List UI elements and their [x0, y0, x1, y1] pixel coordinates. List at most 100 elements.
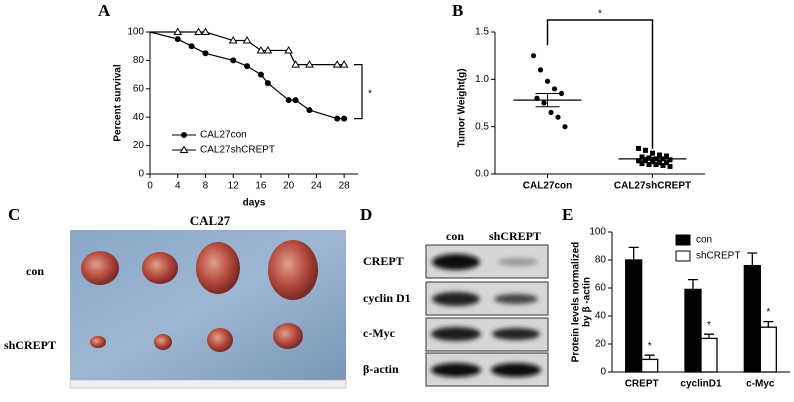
marker: [173, 27, 183, 35]
band: [492, 328, 540, 340]
marker: [174, 36, 181, 43]
point: [530, 53, 537, 59]
error-bar: [628, 246, 639, 260]
marker: [332, 60, 342, 68]
panel-d: D con shCREPT CREPT cyclin D1 c-Myc β-ac…: [360, 205, 549, 387]
x-tick-label: 8: [203, 181, 209, 192]
panel-letter: A: [98, 1, 111, 20]
error-bar: [644, 354, 655, 360]
y-tick-label: 1.0: [475, 74, 489, 85]
x-tick-label: CREPT: [625, 379, 659, 390]
y-tick-label: 1.5: [475, 27, 489, 38]
band: [498, 258, 538, 266]
y-tick-label: 0: [138, 169, 144, 180]
point: [667, 163, 673, 169]
legend-label: CAL27shCREPT: [200, 145, 275, 156]
row-label: β-actin: [363, 362, 399, 376]
y-tick-label: 60: [595, 283, 607, 294]
error-bar: [704, 333, 714, 339]
point: [667, 157, 673, 163]
tumor: [268, 240, 318, 300]
bracket: [546, 19, 654, 149]
marker: [201, 27, 210, 35]
y-tick-label: 80: [595, 255, 607, 266]
error-bar: [535, 93, 560, 108]
band: [494, 294, 538, 304]
point: [650, 150, 655, 156]
marker: [230, 57, 237, 64]
marker: [334, 115, 341, 122]
legend-swatch: [675, 250, 691, 262]
x-tick-label: CAL27con: [523, 181, 572, 192]
marker: [339, 60, 349, 68]
legend-marker: [179, 145, 189, 153]
point: [551, 86, 558, 92]
x-tick-label: 0: [147, 181, 153, 192]
annotation: *: [707, 320, 711, 331]
band: [431, 327, 481, 341]
legend-label: CAL27con: [200, 130, 247, 141]
point: [636, 145, 641, 151]
tumor: [142, 252, 178, 284]
panel-c: C CAL27 con shCREPT: [4, 205, 347, 389]
y-axis-label: Protein levels normalized: [571, 242, 582, 363]
y-tick-label: 40: [133, 112, 145, 123]
legend-marker: [181, 132, 187, 138]
bar: [625, 259, 643, 373]
point: [664, 160, 669, 166]
y-tick-label: 0.0: [475, 169, 489, 180]
marker: [188, 43, 195, 50]
marker: [306, 107, 313, 114]
marker: [228, 36, 238, 44]
marker: [257, 71, 264, 78]
y-tick-label: 40: [595, 311, 607, 322]
error-bar: [688, 278, 698, 290]
x-tick-label: 4: [175, 181, 181, 192]
x-tick-label: 24: [311, 181, 323, 192]
tumor: [196, 242, 240, 294]
y-axis-label: by β -actin: [582, 277, 593, 327]
marker: [291, 60, 300, 68]
panel-a: A 0 20 40 60 80 100 0 4 8 12 16 20 24 28 days Percent su…: [98, 1, 372, 209]
y-tick-label: 100: [127, 27, 144, 38]
tumor: [154, 334, 172, 350]
band: [432, 292, 480, 306]
point: [541, 100, 547, 106]
tumor: [207, 328, 233, 352]
photo-title: CAL27: [190, 213, 231, 228]
error-bar: [763, 320, 774, 328]
x-tick-label: 20: [283, 181, 295, 192]
band: [431, 363, 481, 377]
y-tick-label: 60: [133, 83, 145, 94]
bracket: [354, 64, 363, 120]
panel-letter: B: [452, 1, 463, 20]
marker: [242, 36, 252, 44]
marker: [244, 63, 251, 70]
point: [650, 159, 655, 165]
column-label: shCREPT: [489, 229, 541, 243]
marker: [284, 45, 294, 54]
error-bar: [640, 156, 665, 161]
tumor: [273, 323, 303, 349]
row-label: CREPT: [363, 254, 404, 268]
row-label: con: [26, 264, 44, 278]
row-label: cyclin D1: [363, 291, 411, 305]
panel-b: B 0.0 0.5 1.0 1.5 Tumor Weight(g) CAL27con CAL2…: [452, 1, 705, 192]
marker: [202, 50, 209, 57]
point: [643, 147, 648, 153]
marker: [285, 97, 292, 104]
point: [636, 158, 641, 164]
marker: [194, 27, 203, 35]
marker: [264, 80, 271, 87]
y-tick-label: 80: [133, 55, 145, 66]
marker: [305, 60, 314, 68]
point: [555, 114, 561, 120]
tumor: [81, 251, 119, 285]
point: [657, 160, 662, 166]
y-tick-label: 20: [133, 140, 145, 151]
annotation: *: [766, 307, 770, 318]
panel-letter: E: [562, 205, 573, 224]
point: [660, 162, 666, 168]
y-axis-label: Percent survival: [113, 64, 124, 141]
y-tick-label: 20: [595, 339, 607, 350]
